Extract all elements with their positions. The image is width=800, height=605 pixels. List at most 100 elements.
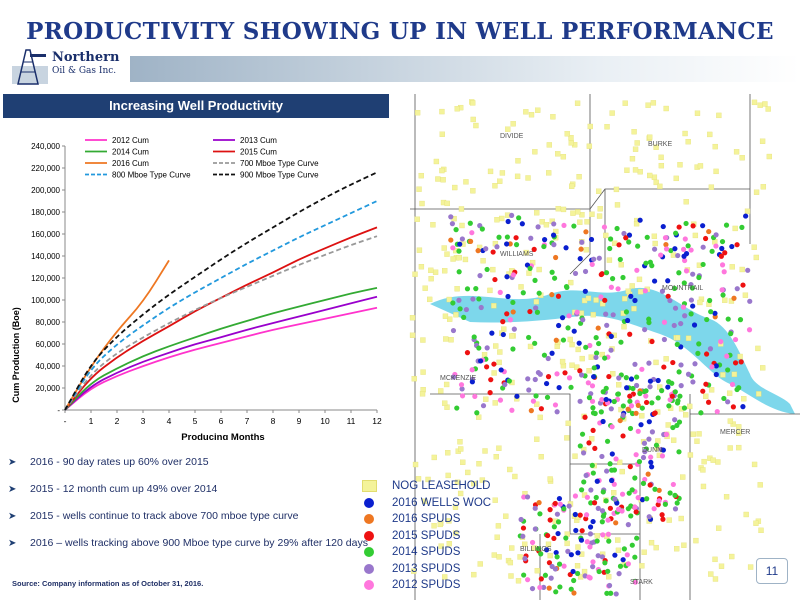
- lease-square: [568, 279, 574, 286]
- lease-square: [663, 105, 669, 112]
- well-dot: [467, 220, 473, 226]
- legend-dot: [364, 514, 374, 524]
- well-dot: [587, 544, 593, 550]
- well-dot: [461, 314, 467, 320]
- well-dot: [577, 256, 583, 262]
- lease-square: [757, 102, 763, 108]
- lease-square: [435, 176, 441, 182]
- well-dot: [521, 572, 527, 578]
- well-dot: [639, 497, 646, 503]
- lease-square: [470, 100, 476, 106]
- well-dot: [588, 487, 594, 493]
- well-dot: [605, 531, 612, 537]
- bullet-item: ➤ 2015 - wells continue to track above 7…: [8, 510, 368, 523]
- lease-square: [569, 341, 575, 348]
- lease-square: [575, 544, 581, 550]
- lease-square: [412, 271, 418, 277]
- well-dot: [532, 526, 538, 532]
- lease-square: [445, 472, 451, 479]
- well-dot: [491, 361, 497, 367]
- well-dot: [615, 286, 621, 292]
- well-dot: [608, 406, 614, 412]
- lease-square: [611, 490, 617, 496]
- lease-square: [652, 240, 658, 247]
- well-dot: [470, 296, 476, 302]
- well-dot: [484, 266, 490, 273]
- x-tick-label: 12: [372, 416, 382, 426]
- lease-square: [457, 490, 464, 497]
- well-dot: [676, 419, 683, 425]
- well-dot: [613, 591, 619, 597]
- well-dot: [586, 395, 593, 401]
- well-dot: [620, 412, 626, 418]
- well-dot: [604, 438, 611, 444]
- well-dot: [713, 371, 719, 378]
- well-dot: [542, 237, 548, 243]
- well-dot: [563, 245, 569, 251]
- lease-square: [632, 146, 639, 152]
- well-dot: [613, 520, 619, 526]
- well-dot: [549, 350, 555, 356]
- lease-square: [759, 138, 766, 144]
- lease-square: [439, 108, 445, 115]
- well-dot: [510, 346, 516, 352]
- map-legend: NOG LEASEHOLD 2016 WELLS WOC 2016 SPUDS …: [360, 478, 560, 594]
- well-dot: [578, 487, 585, 493]
- lease-square: [613, 186, 620, 193]
- well-dot: [655, 377, 661, 384]
- lease-square: [765, 106, 771, 112]
- well-dot: [658, 252, 664, 258]
- lease-square: [492, 497, 498, 503]
- well-dot: [665, 384, 671, 390]
- well-dot: [646, 419, 652, 425]
- lease-square: [560, 206, 567, 213]
- well-dot: [579, 431, 586, 437]
- well-dot: [634, 382, 640, 389]
- well-dot: [453, 227, 459, 233]
- well-dot: [634, 374, 640, 380]
- well-dot: [603, 396, 609, 403]
- well-dot: [599, 554, 606, 560]
- legend-dot: [364, 497, 374, 508]
- lease-square: [481, 352, 488, 358]
- lease-square: [737, 353, 743, 360]
- well-dot: [638, 422, 644, 428]
- well-dot: [553, 589, 559, 595]
- lease-square: [491, 370, 497, 376]
- well-dot: [582, 268, 589, 275]
- lease-square: [625, 288, 631, 294]
- lease-square: [739, 155, 745, 161]
- well-dot: [592, 445, 598, 452]
- well-dot: [641, 388, 647, 395]
- lease-square: [683, 199, 689, 205]
- lease-square: [647, 172, 653, 179]
- lease-square: [534, 401, 540, 407]
- lease-square: [617, 459, 623, 466]
- lease-square: [494, 534, 500, 540]
- lease-square: [681, 542, 687, 548]
- lease-square: [603, 232, 609, 239]
- well-dot: [627, 464, 633, 470]
- lease-square: [526, 270, 532, 276]
- well-dot: [667, 490, 673, 496]
- lease-square: [517, 554, 523, 560]
- well-dot: [676, 270, 682, 276]
- lease-square: [729, 553, 735, 560]
- lease-square: [604, 124, 610, 130]
- well-dot: [730, 404, 736, 410]
- well-dot: [586, 440, 592, 446]
- lease-square: [512, 473, 518, 480]
- well-dot: [655, 395, 661, 401]
- well-dot: [743, 213, 749, 219]
- lease-square: [755, 345, 761, 352]
- lease-square: [479, 477, 486, 483]
- well-dot: [681, 253, 687, 259]
- lease-square: [452, 184, 458, 191]
- well-dot: [632, 579, 639, 585]
- lease-square: [708, 184, 715, 190]
- lease-square: [637, 169, 643, 175]
- lease-square: [594, 533, 600, 539]
- arrow-bullet-icon: ➤: [8, 538, 17, 549]
- well-dot: [721, 269, 727, 275]
- well-dot: [620, 433, 626, 439]
